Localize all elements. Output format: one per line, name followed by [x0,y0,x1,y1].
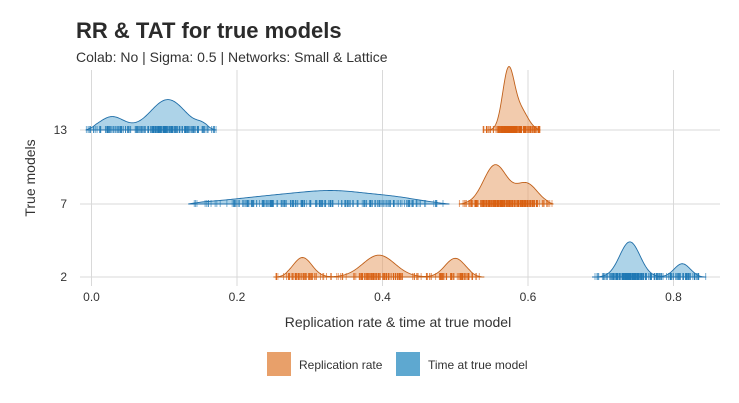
rug-replication-rate-2 [275,273,480,280]
chart-subtitle: Colab: No | Sigma: 0.5 | Networks: Small… [76,49,388,65]
legend: Replication rate Time at true model [267,352,528,376]
axis-layer: 0.0 0.2 0.4 0.6 0.8 2 7 13 [54,123,683,304]
rug-time-at-true-model-13 [85,126,217,133]
rug-time-at-true-model-2 [594,273,707,280]
legend-swatch-time-at-true-model [396,352,420,376]
legend-label-replication-rate: Replication rate [299,358,383,372]
y-tick-label: 7 [60,197,67,211]
x-axis-title: Replication rate & time at true model [285,314,511,330]
y-tick-label: 13 [54,123,68,137]
legend-swatch-replication-rate [267,352,291,376]
density-time-at-true-model-2 [592,241,707,278]
chart-title: RR & TAT for true models [76,18,342,43]
y-axis-title: True models [22,139,38,216]
x-tick-label: 0.2 [229,290,246,304]
density-replication-rate-13 [482,66,541,131]
x-tick-label: 0.8 [665,290,682,304]
density-replication-rate-7 [458,164,554,205]
rug-replication-rate-13 [482,126,541,133]
x-tick-label: 0.0 [83,290,100,304]
density-replication-rate-2 [273,254,485,278]
legend-label-time-at-true-model: Time at true model [428,358,528,372]
density-time-at-true-model-13 [85,99,217,131]
x-tick-label: 0.4 [374,290,391,304]
rug-layer [85,126,707,280]
density-layer [85,66,707,278]
y-tick-label: 2 [60,270,67,284]
rug-replication-rate-7 [458,200,553,207]
rug-time-at-true-model-7 [193,200,444,207]
x-tick-label: 0.6 [520,290,537,304]
